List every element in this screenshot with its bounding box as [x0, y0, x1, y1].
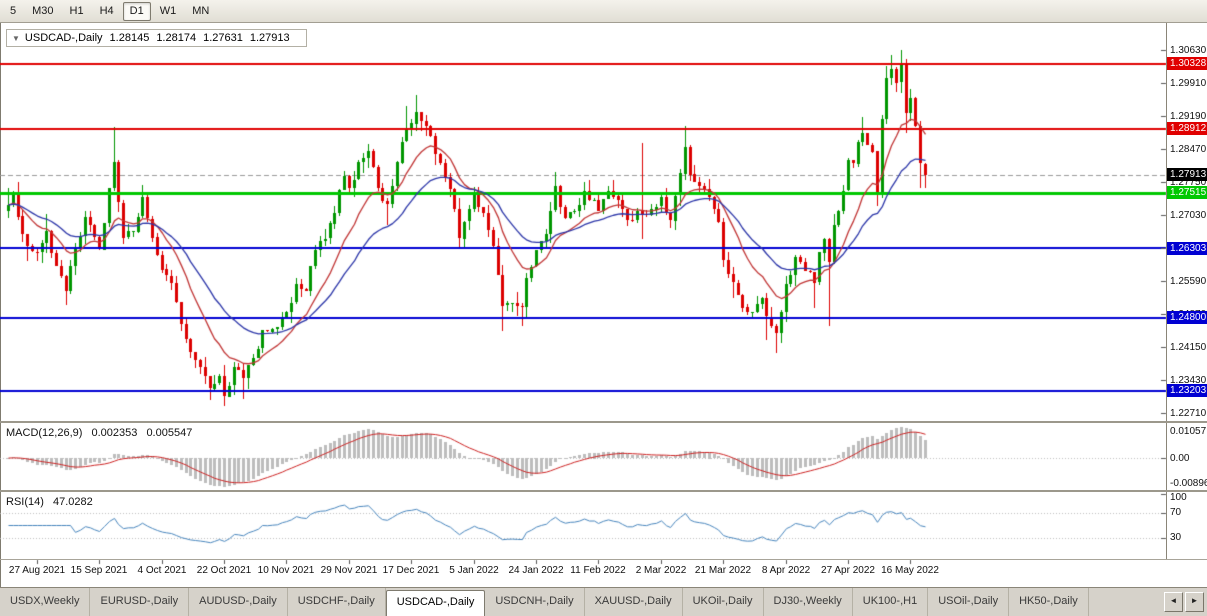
- price-axis-separator: [1166, 23, 1167, 560]
- chart-title: ▼ USDCAD-,Daily 1.28145 1.28174 1.27631 …: [6, 29, 307, 47]
- tab-ukoil-daily[interactable]: UKOil-,Daily: [683, 588, 764, 616]
- collapse-chart-icon[interactable]: ▼: [12, 33, 20, 43]
- rsi-value: 47.0282: [52, 496, 93, 508]
- panel-splitter-macd[interactable]: [0, 421, 1207, 423]
- price-axis[interactable]: [1166, 23, 1207, 560]
- tab-dj30-weekly[interactable]: DJ30-,Weekly: [764, 588, 853, 616]
- tab-xauusd-daily[interactable]: XAUUSD-,Daily: [585, 588, 683, 616]
- rsi-name: RSI(14): [6, 496, 44, 508]
- panel-splitter-rsi[interactable]: [0, 490, 1207, 492]
- timeframe-toolbar: 5 M30 H1 H4 D1 W1 MN: [0, 0, 1207, 23]
- timeframe-button-M30[interactable]: M30: [32, 4, 54, 17]
- ohlc-open: 1.28145: [109, 32, 150, 44]
- tab-scroll-left-icon[interactable]: ◄: [1164, 592, 1183, 612]
- chart-symbol-period: USDCAD-,Daily: [24, 32, 103, 44]
- macd-value-signal: 0.005547: [146, 427, 193, 439]
- tab-usdchf-daily[interactable]: USDCHF-,Daily: [288, 588, 386, 616]
- tab-usoil-daily[interactable]: USOil-,Daily: [928, 588, 1010, 616]
- tab-audusd-daily[interactable]: AUDUSD-,Daily: [189, 588, 288, 616]
- ohlc-low: 1.27631: [203, 32, 243, 44]
- tab-scroll-right-icon[interactable]: ►: [1185, 592, 1204, 612]
- time-axis-separator: [0, 559, 1207, 560]
- timeframe-button-5[interactable]: 5: [10, 4, 17, 17]
- ohlc-high: 1.28174: [156, 32, 197, 44]
- tab-eurusd-daily[interactable]: EURUSD-,Daily: [90, 588, 190, 616]
- chart-tab-bar: USDX,Weekly EURUSD-,Daily AUDUSD-,Daily USD…: [0, 587, 1207, 616]
- macd-value-main: 0.002353: [91, 427, 138, 439]
- timeframe-button-W1[interactable]: W1: [159, 4, 177, 17]
- tab-scroll-arrows: ◄ ►: [1164, 592, 1204, 612]
- timeframe-button-MN[interactable]: MN: [192, 4, 210, 17]
- macd-indicator-label: MACD(12,26,9) 0.002353 0.005547: [6, 427, 198, 439]
- timeframe-button-H1[interactable]: H1: [69, 4, 84, 17]
- tab-hk50-daily[interactable]: HK50-,Daily: [1009, 588, 1089, 616]
- tab-usdcnh-daily[interactable]: USDCNH-,Daily: [485, 588, 585, 616]
- tab-usdcad-daily[interactable]: USDCAD-,Daily: [385, 590, 486, 616]
- ohlc-close: 1.27913: [249, 32, 290, 44]
- timeframe-button-D1[interactable]: D1: [122, 1, 151, 21]
- time-axis[interactable]: [0, 560, 1166, 586]
- tab-uk100-h1[interactable]: UK100-,H1: [853, 588, 929, 616]
- macd-name: MACD(12,26,9): [6, 427, 83, 439]
- tab-usdx-weekly[interactable]: USDX,Weekly: [0, 588, 91, 616]
- timeframe-button-H4[interactable]: H4: [99, 4, 114, 17]
- rsi-indicator-label: RSI(14) 47.0282: [6, 496, 99, 508]
